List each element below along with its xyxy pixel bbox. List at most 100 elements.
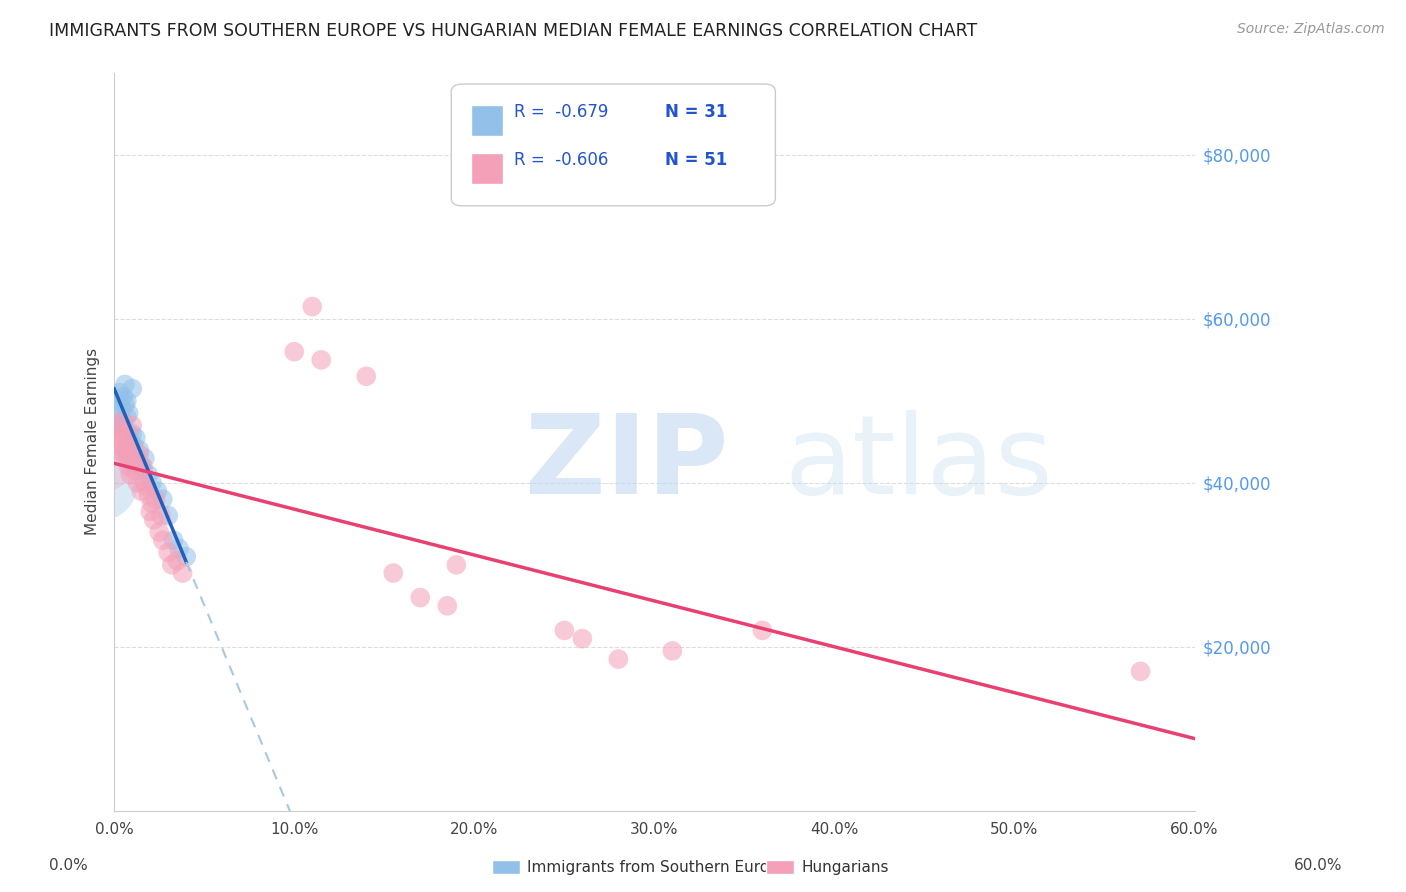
Text: ZIP: ZIP [524, 410, 728, 517]
Text: R =  -0.606: R = -0.606 [515, 152, 609, 169]
Point [162, 533, 184, 548]
Point [301, 300, 323, 314]
Point [150, 508, 173, 523]
Point [607, 652, 630, 666]
Point [117, 459, 139, 474]
Point [152, 492, 174, 507]
Point [122, 455, 145, 469]
Point [160, 558, 183, 572]
Point [115, 410, 138, 425]
Text: atlas: atlas [785, 410, 1053, 517]
Text: IMMIGRANTS FROM SOUTHERN EUROPE VS HUNGARIAN MEDIAN FEMALE EARNINGS CORRELATION : IMMIGRANTS FROM SOUTHERN EUROPE VS HUNGA… [49, 22, 977, 40]
Point [108, 385, 131, 400]
Point [121, 418, 143, 433]
Point [139, 504, 162, 518]
Point [110, 439, 132, 453]
Point [107, 410, 129, 425]
Point [141, 475, 163, 490]
Text: 0.0%: 0.0% [49, 858, 89, 872]
Point [309, 352, 332, 367]
Point [148, 524, 170, 539]
Point [134, 451, 156, 466]
Point [436, 599, 458, 613]
Y-axis label: Median Female Earnings: Median Female Earnings [86, 348, 100, 535]
Bar [471, 153, 503, 184]
Point [115, 434, 138, 449]
Point [112, 447, 135, 461]
Text: R =  -0.679: R = -0.679 [515, 103, 609, 121]
Text: 60.0%: 60.0% [1295, 858, 1343, 872]
Point [129, 484, 152, 499]
Point [138, 467, 160, 482]
Point [145, 492, 167, 507]
Point [157, 545, 180, 559]
Point [110, 414, 132, 428]
FancyBboxPatch shape [451, 84, 775, 206]
Point [114, 398, 136, 412]
Point [571, 632, 593, 646]
Point [127, 451, 149, 466]
Point [121, 451, 143, 466]
Point [125, 464, 148, 478]
Point [117, 426, 139, 441]
Point [382, 566, 405, 580]
Point [114, 377, 136, 392]
Point [166, 554, 188, 568]
Point [152, 533, 174, 548]
Point [115, 451, 138, 466]
Point [108, 393, 131, 408]
Point [120, 439, 142, 453]
Point [114, 443, 136, 458]
Text: Hungarians: Hungarians [801, 860, 889, 874]
Point [146, 484, 169, 499]
Point [1129, 665, 1152, 679]
Point [117, 406, 139, 420]
Point [112, 390, 135, 404]
Point [115, 393, 138, 408]
Point [121, 426, 143, 441]
Point [141, 496, 163, 510]
Point [172, 566, 194, 580]
Point [135, 480, 157, 494]
Point [122, 439, 145, 453]
Point [446, 558, 468, 572]
Point [112, 426, 135, 441]
Point [138, 488, 160, 502]
Point [112, 414, 135, 428]
Point [120, 434, 142, 449]
Text: N = 51: N = 51 [665, 152, 727, 169]
Text: Immigrants from Southern Europe: Immigrants from Southern Europe [527, 860, 789, 874]
Point [132, 459, 155, 474]
Point [104, 426, 127, 441]
Point [167, 541, 190, 556]
Point [174, 549, 197, 564]
Point [107, 418, 129, 433]
Point [356, 369, 378, 384]
Point [132, 464, 155, 478]
Point [120, 467, 142, 482]
Point [751, 624, 773, 638]
Point [128, 443, 150, 458]
Point [129, 459, 152, 474]
Point [121, 382, 143, 396]
Point [134, 475, 156, 490]
Bar [471, 104, 503, 136]
Text: N = 31: N = 31 [665, 103, 727, 121]
Point [661, 644, 683, 658]
Point [104, 418, 127, 433]
Point [157, 508, 180, 523]
Point [89, 475, 111, 490]
Point [128, 447, 150, 461]
Point [108, 431, 131, 445]
Point [84, 443, 107, 458]
Point [110, 402, 132, 417]
Point [127, 475, 149, 490]
Point [283, 344, 305, 359]
Point [553, 624, 575, 638]
Point [142, 513, 165, 527]
Text: Source: ZipAtlas.com: Source: ZipAtlas.com [1237, 22, 1385, 37]
Point [409, 591, 432, 605]
Point [114, 426, 136, 441]
Point [125, 431, 148, 445]
Point [107, 443, 129, 458]
